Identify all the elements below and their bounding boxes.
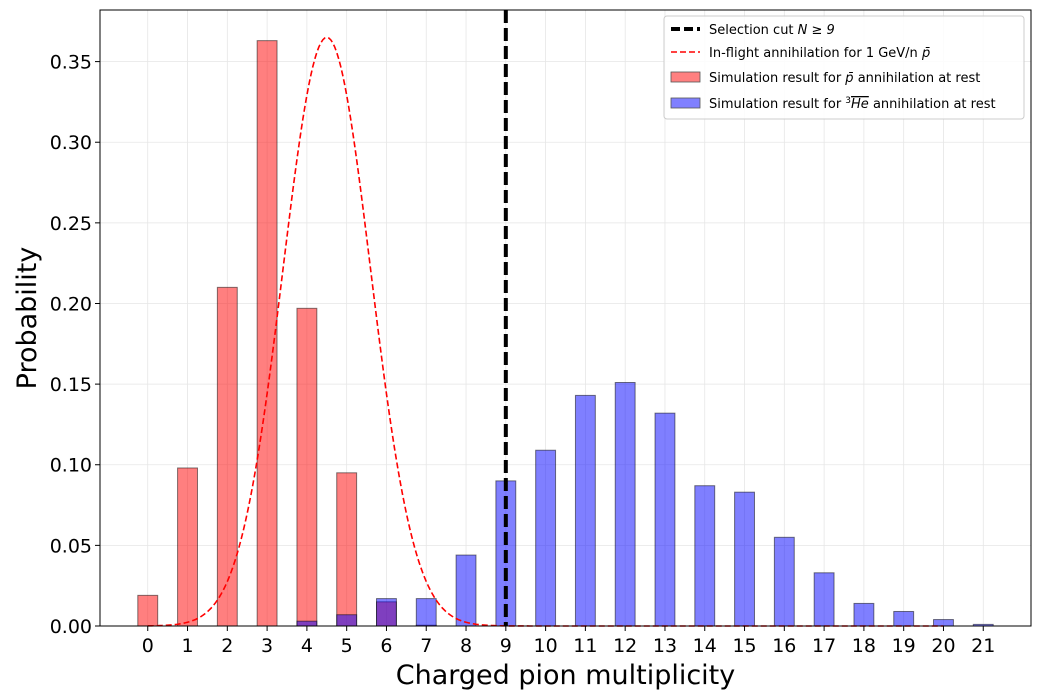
y-tick-label: 0.05 bbox=[50, 535, 92, 557]
y-tick-label: 0.00 bbox=[50, 616, 92, 638]
he3-bar bbox=[813, 572, 835, 627]
y-tick-label: 0.10 bbox=[50, 455, 92, 477]
he3-bar bbox=[336, 614, 358, 627]
x-tick-label: 19 bbox=[892, 635, 916, 657]
x-tick-label: 16 bbox=[772, 635, 796, 657]
he3-bar bbox=[415, 598, 437, 627]
he3-bar bbox=[893, 610, 915, 627]
x-tick-label: 3 bbox=[261, 635, 273, 657]
legend-pbar-label: Simulation result for p̄ annihilation at… bbox=[709, 71, 980, 86]
he3-bar bbox=[614, 382, 636, 627]
legend-pbar-marker bbox=[670, 71, 701, 83]
y-tick-label: 0.20 bbox=[50, 293, 92, 315]
pbar-bars bbox=[137, 40, 437, 627]
legend-label-math: N ≥ 9 bbox=[798, 23, 835, 38]
he3-bars bbox=[296, 382, 994, 627]
he3-bar bbox=[694, 485, 716, 627]
legend-inflight-label: In-flight annihilation for 1 GeV/n p̄ bbox=[709, 46, 930, 61]
y-axis-title: Probability bbox=[12, 247, 43, 390]
x-tick-label: 12 bbox=[613, 635, 637, 657]
x-tick-label: 4 bbox=[301, 635, 313, 657]
y-tick-label: 0.25 bbox=[50, 213, 92, 235]
pbar-bar bbox=[177, 467, 198, 627]
legend-label-prefix: Simulation result for bbox=[709, 71, 845, 86]
he3-bar bbox=[535, 449, 557, 627]
he3-bar bbox=[455, 554, 477, 627]
x-tick-label: 1 bbox=[181, 635, 193, 657]
he3-bar bbox=[376, 598, 397, 627]
y-tick-label: 0.15 bbox=[50, 374, 92, 396]
legend-label-prefix: Selection cut bbox=[709, 23, 798, 38]
he3-bar bbox=[296, 620, 318, 627]
x-tick-label: 20 bbox=[931, 635, 955, 657]
x-tick-label: 8 bbox=[460, 635, 472, 657]
pbar-bar bbox=[256, 40, 278, 627]
legend-label-prefix: In-flight annihilation for 1 GeV/n bbox=[709, 46, 922, 61]
pbar-bar bbox=[216, 286, 238, 627]
legend-label-suffix: annihilation at rest bbox=[854, 71, 981, 86]
legend-label-prefix: Simulation result for bbox=[709, 97, 845, 112]
legend-he3-label: Simulation result for 3He annihilation a… bbox=[709, 96, 996, 112]
legend-cut-label: Selection cut N ≥ 9 bbox=[709, 23, 835, 38]
pbar-bar bbox=[296, 307, 318, 627]
he3-bar bbox=[933, 619, 954, 627]
legend-label-math: p̄ bbox=[921, 46, 930, 61]
x-tick-label: 2 bbox=[221, 635, 233, 657]
legend: Selection cut N ≥ 9 In-flight annihilatio… bbox=[663, 15, 1025, 120]
he3-bar bbox=[853, 602, 875, 627]
x-axis-ticks: 0 1 2 3 4 5 6 7 8 9 10 11 12 13 14 15 16 17 18 19 20 21 bbox=[142, 626, 995, 657]
y-axis-ticks: 0.00 0.05 0.10 0.15 0.20 0.25 0.30 0.35 bbox=[50, 52, 100, 638]
pbar-bar bbox=[336, 472, 358, 627]
x-tick-label: 15 bbox=[732, 635, 756, 657]
legend-he3-marker bbox=[670, 97, 701, 109]
legend-label-math: He bbox=[851, 97, 869, 112]
he3-bar bbox=[654, 412, 676, 627]
x-tick-label: 13 bbox=[653, 635, 677, 657]
y-tick-label: 0.30 bbox=[50, 132, 92, 154]
legend-label-suffix: annihilation at rest bbox=[869, 97, 996, 112]
x-tick-label: 7 bbox=[420, 635, 432, 657]
x-tick-label: 18 bbox=[852, 635, 876, 657]
x-tick-label: 10 bbox=[534, 635, 558, 657]
y-tick-label: 0.35 bbox=[50, 52, 92, 74]
legend-box bbox=[663, 15, 1025, 120]
x-tick-label: 17 bbox=[812, 635, 836, 657]
he3-bar bbox=[773, 536, 795, 627]
x-axis-title: Charged pion multiplicity bbox=[396, 660, 736, 691]
legend-label-math: p̄ bbox=[844, 71, 853, 86]
plot-frame bbox=[99, 9, 1032, 627]
x-tick-label: 5 bbox=[341, 635, 353, 657]
legend-label-superscript: 3 bbox=[845, 96, 851, 106]
he3-bar bbox=[574, 394, 596, 627]
x-tick-label: 11 bbox=[573, 635, 597, 657]
x-tick-label: 21 bbox=[971, 635, 995, 657]
pbar-bar bbox=[137, 594, 159, 627]
x-tick-label: 9 bbox=[500, 635, 512, 657]
x-tick-label: 6 bbox=[380, 635, 392, 657]
x-tick-label: 0 bbox=[142, 635, 154, 657]
x-tick-label: 14 bbox=[693, 635, 717, 657]
he3-bar bbox=[734, 491, 755, 627]
